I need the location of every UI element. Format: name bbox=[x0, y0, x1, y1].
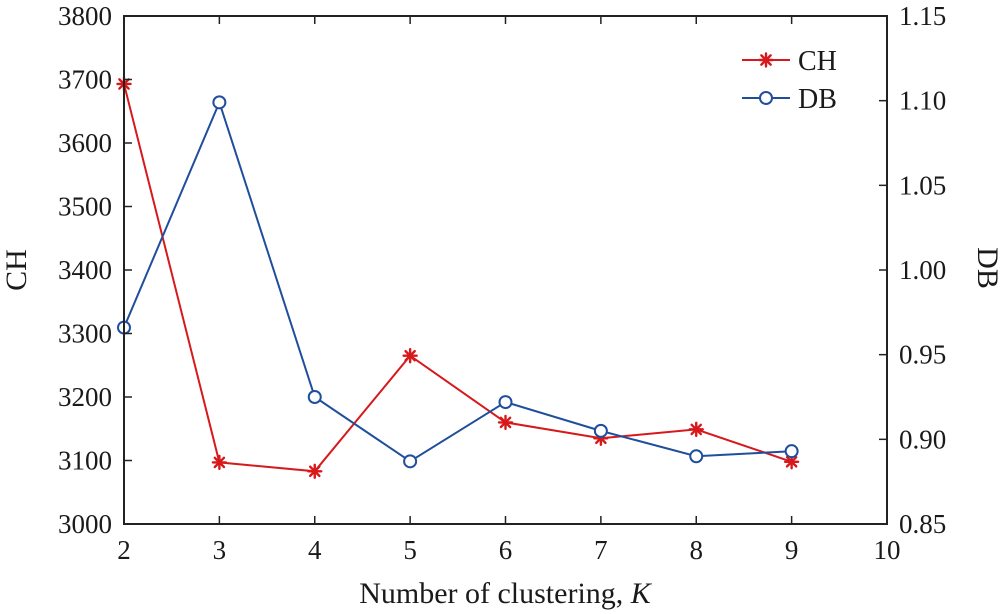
data-point-ch-stroke bbox=[404, 349, 416, 362]
x-tick-label: 8 bbox=[690, 535, 704, 565]
labels-layer: 2 3 4 5 6 7 8 9 10 3000 3100 3200 3300 3400 3500 3600 37… bbox=[58, 1, 946, 565]
data-point-ch bbox=[307, 463, 323, 479]
data-point-db bbox=[307, 390, 322, 404]
y-left-tick-label: 3200 bbox=[58, 382, 112, 412]
data-point-ch-stroke bbox=[499, 416, 512, 429]
data-point-db bbox=[784, 444, 799, 459]
y-axis-left-title: CH bbox=[0, 249, 33, 291]
y-right-tick-label: 0.95 bbox=[899, 340, 946, 370]
x-axis-title-variable: K bbox=[630, 577, 653, 610]
y-right-tick-label: 1.05 bbox=[899, 170, 946, 200]
data-point-db bbox=[689, 449, 704, 464]
y-left-tick-label: 3100 bbox=[58, 446, 112, 476]
y-left-tick-label: 3000 bbox=[58, 509, 112, 539]
y-right-tick-label: 0.90 bbox=[899, 424, 946, 454]
data-point-db bbox=[498, 395, 513, 410]
plot-frame bbox=[123, 15, 888, 525]
data-point-ch-stroke bbox=[785, 455, 798, 468]
legend-asterisk-stroke bbox=[760, 54, 772, 66]
legend-label-ch: CH bbox=[798, 46, 837, 77]
legend-asterisk bbox=[758, 52, 774, 68]
y-axis-right-title: DB bbox=[971, 247, 1000, 289]
x-tick-label: 6 bbox=[499, 535, 513, 565]
legend-marker-ch bbox=[758, 52, 774, 68]
x-tick-label: 9 bbox=[785, 535, 799, 565]
series-line-ch bbox=[123, 83, 792, 473]
data-point-ch bbox=[497, 414, 514, 431]
ticks-layer bbox=[123, 15, 888, 525]
data-point-ch bbox=[211, 454, 228, 471]
data-point-ch-stroke bbox=[690, 423, 703, 436]
x-tick-label: 10 bbox=[874, 535, 901, 565]
data-point-ch-stroke bbox=[213, 456, 226, 469]
data-point-db bbox=[593, 423, 608, 438]
x-tick-label: 3 bbox=[213, 535, 227, 565]
y-right-tick-label: 1.00 bbox=[899, 255, 946, 285]
data-point-db bbox=[212, 95, 227, 110]
series-line-db bbox=[123, 99, 792, 463]
y-left-tick-label: 3300 bbox=[58, 319, 112, 349]
y-left-tick-label: 3400 bbox=[58, 255, 112, 285]
legend: CH DB bbox=[742, 46, 837, 115]
x-axis-title-text: Number of clustering, bbox=[359, 577, 631, 610]
legend-label-db: DB bbox=[798, 84, 837, 115]
y-right-tick-label: 1.10 bbox=[899, 86, 946, 116]
y-left-tick-label: 3500 bbox=[58, 192, 112, 222]
series-layer bbox=[116, 76, 800, 479]
y-right-tick-label: 0.85 bbox=[899, 509, 946, 539]
legend-marker-db bbox=[759, 91, 773, 105]
x-tick-label: 5 bbox=[403, 535, 417, 565]
y-left-tick-label: 3800 bbox=[58, 1, 112, 31]
data-point-db bbox=[403, 454, 418, 469]
x-tick-label: 7 bbox=[594, 535, 608, 565]
y-right-tick-label: 1.15 bbox=[899, 1, 946, 31]
x-tick-label: 2 bbox=[117, 535, 131, 565]
data-point-ch bbox=[402, 348, 418, 364]
y-left-tick-label: 3700 bbox=[58, 65, 112, 95]
y-left-tick-label: 3600 bbox=[58, 128, 112, 158]
data-point-ch bbox=[688, 421, 704, 438]
data-point-ch-stroke bbox=[308, 465, 321, 478]
x-axis-title: Number of clustering, K bbox=[359, 577, 653, 610]
x-tick-label: 4 bbox=[308, 535, 322, 565]
